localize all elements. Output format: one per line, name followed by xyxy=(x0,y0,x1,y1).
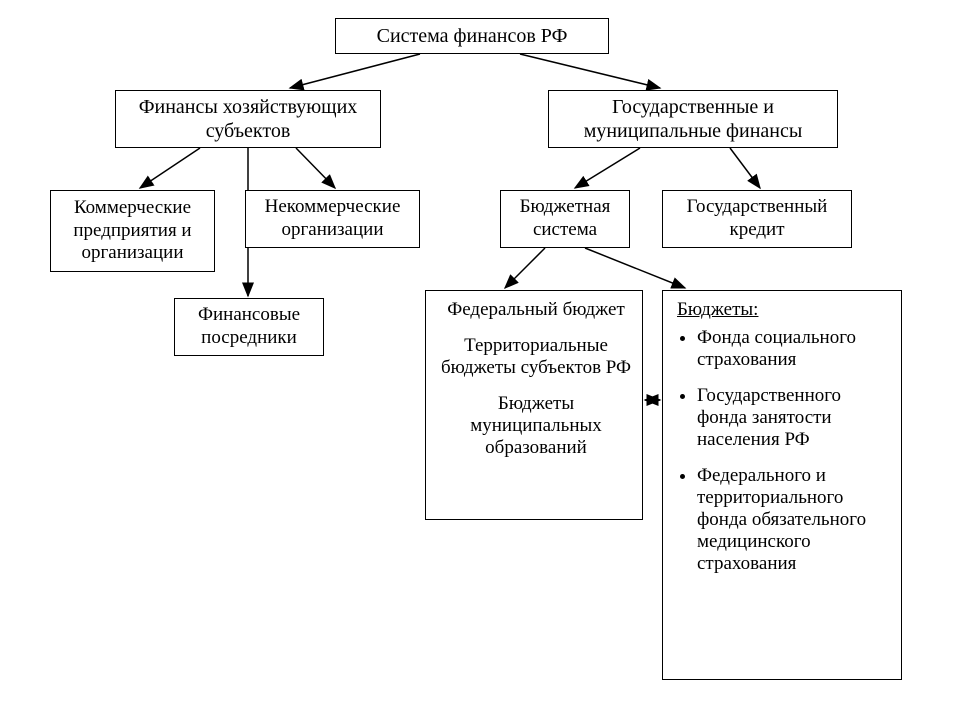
node-budgets-list: Федеральный бюджет Территориальные бюдже… xyxy=(425,290,643,520)
list-item: Федеральный бюджет xyxy=(440,299,632,321)
edge-arrow xyxy=(585,248,685,288)
node-econ: Финансы хозяйствующих субъектов xyxy=(115,90,381,148)
list-item: Федерального и территориального фонда об… xyxy=(697,465,891,575)
node-budget-system: Бюджетная система xyxy=(500,190,630,248)
node-nonprofit: Некоммерческие организации xyxy=(245,190,420,248)
node-label: Бюджетная система xyxy=(507,196,623,242)
node-label: Государственные и муниципальные финансы xyxy=(555,95,831,143)
edge-arrow xyxy=(296,148,335,188)
node-label: Финансы хозяйствующих субъектов xyxy=(122,95,374,143)
edge-arrow xyxy=(520,54,660,88)
node-label: Государственный кредит xyxy=(669,196,845,242)
node-label: Некоммерческие организации xyxy=(252,196,413,242)
edge-arrow xyxy=(730,148,760,188)
edge-arrow xyxy=(505,248,545,288)
node-commercial: Коммерческие предприятия и организации xyxy=(50,190,215,272)
edge-arrow xyxy=(140,148,200,188)
node-gov: Государственные и муниципальные финансы xyxy=(548,90,838,148)
list-heading: Бюджеты: xyxy=(677,299,891,321)
node-root: Система финансов РФ xyxy=(335,18,609,54)
node-gov-credit: Государственный кредит xyxy=(662,190,852,248)
diagram-canvas: Система финансов РФ Финансы хозяйствующи… xyxy=(0,0,960,720)
list-item: Фонда социального страхования xyxy=(697,327,891,371)
edge-arrow xyxy=(575,148,640,188)
list-item: Бюджеты муниципальных образований xyxy=(440,393,632,459)
edge-arrow xyxy=(290,54,420,88)
list-item: Территориальные бюджеты субъектов РФ xyxy=(440,335,632,379)
node-funds-list: Бюджеты: Фонда социального страхования Г… xyxy=(662,290,902,680)
node-label: Финансовые посредники xyxy=(181,304,317,350)
node-label: Система финансов РФ xyxy=(377,24,568,48)
list-item: Государственного фонда занятости населен… xyxy=(697,385,891,451)
node-intermediaries: Финансовые посредники xyxy=(174,298,324,356)
node-label: Коммерческие предприятия и организации xyxy=(57,197,208,265)
bullet-list: Фонда социального страхования Государств… xyxy=(677,327,891,575)
